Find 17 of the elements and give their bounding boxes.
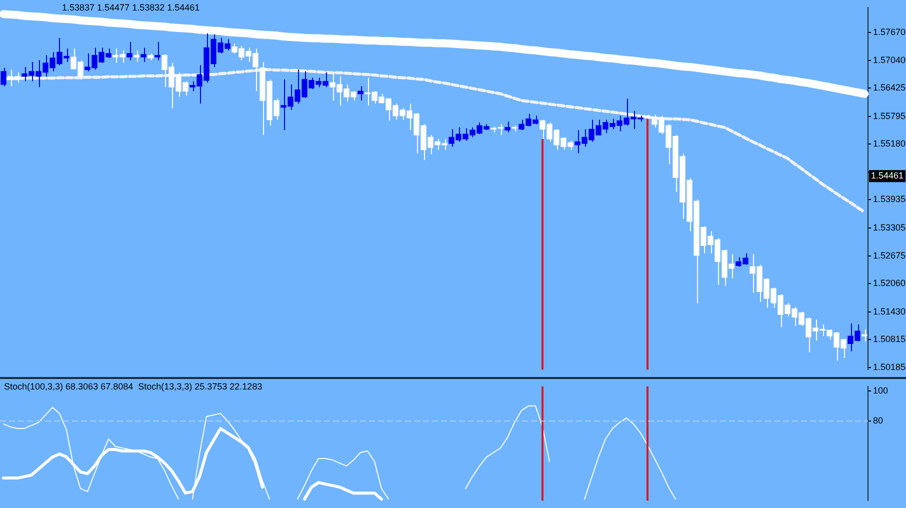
annotation: 1.54461	[871, 170, 904, 181]
y-tick-label: 1.52675	[873, 250, 906, 261]
y-tick-label: 80	[873, 415, 884, 426]
y-tick-label: 1.53305	[873, 222, 906, 232]
y-tick-label: 1.57040	[873, 55, 906, 66]
y-tick-label: 1.50185	[873, 362, 906, 372]
y-tick-label: 100	[873, 385, 888, 396]
y-tick-label: 1.57670	[873, 26, 906, 37]
y-tick-label: 1.55795	[873, 110, 906, 121]
annotation: Stoch(100,3,3) 68.3063 67.8084 Stoch(13,3,3) 25.3753 22.1283	[4, 381, 262, 392]
y-tick-label: 1.50815	[873, 334, 906, 344]
annotation: 1.53837 1.54477 1.53832 1.54461	[62, 2, 200, 12]
y-tick-label: 1.53935	[873, 194, 906, 204]
y-tick-label: 1.51430	[873, 306, 906, 316]
y-tick-label: 1.55180	[873, 138, 906, 148]
y-tick-label: 1.56425	[873, 82, 906, 93]
y-tick-label: 1.52060	[873, 278, 906, 288]
